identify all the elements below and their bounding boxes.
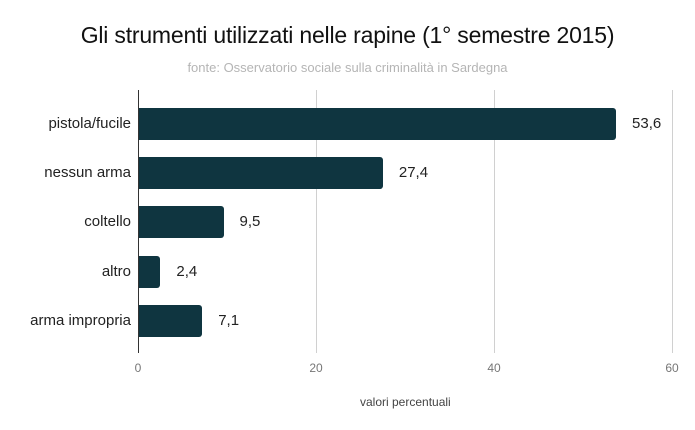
value-label: 9,5: [239, 213, 261, 231]
chart-title: Gli strumenti utilizzati nelle rapine (1…: [80, 22, 615, 48]
category-label: nessun arma: [44, 164, 131, 182]
category-label: arma impropria: [30, 311, 131, 329]
bar[interactable]: [139, 304, 203, 337]
value-label: 53,6: [632, 115, 662, 132]
value-label: 27,4: [398, 164, 429, 182]
x-tick-label: 40: [487, 361, 501, 375]
x-tick-label: 0: [134, 361, 142, 375]
y-axis-line: [138, 90, 139, 353]
gridline: [672, 90, 673, 353]
category-label: pistola/fucile: [48, 115, 131, 132]
value-label: 2,4: [176, 262, 198, 280]
category-label: altro: [101, 262, 131, 280]
gridline: [494, 90, 495, 353]
gridline: [316, 90, 317, 353]
x-axis-label: valori percentuali: [360, 395, 451, 409]
x-tick-label: 60: [665, 361, 679, 375]
bar[interactable]: [139, 157, 383, 190]
chart-subtitle: fonte: Osservatorio sociale sulla crimin…: [187, 60, 508, 75]
bar[interactable]: [139, 206, 224, 239]
bar[interactable]: [139, 108, 617, 140]
bar[interactable]: [139, 255, 161, 288]
x-tick-label: 20: [309, 361, 323, 375]
category-label: coltello: [84, 213, 131, 231]
value-label: 7,1: [218, 311, 240, 329]
